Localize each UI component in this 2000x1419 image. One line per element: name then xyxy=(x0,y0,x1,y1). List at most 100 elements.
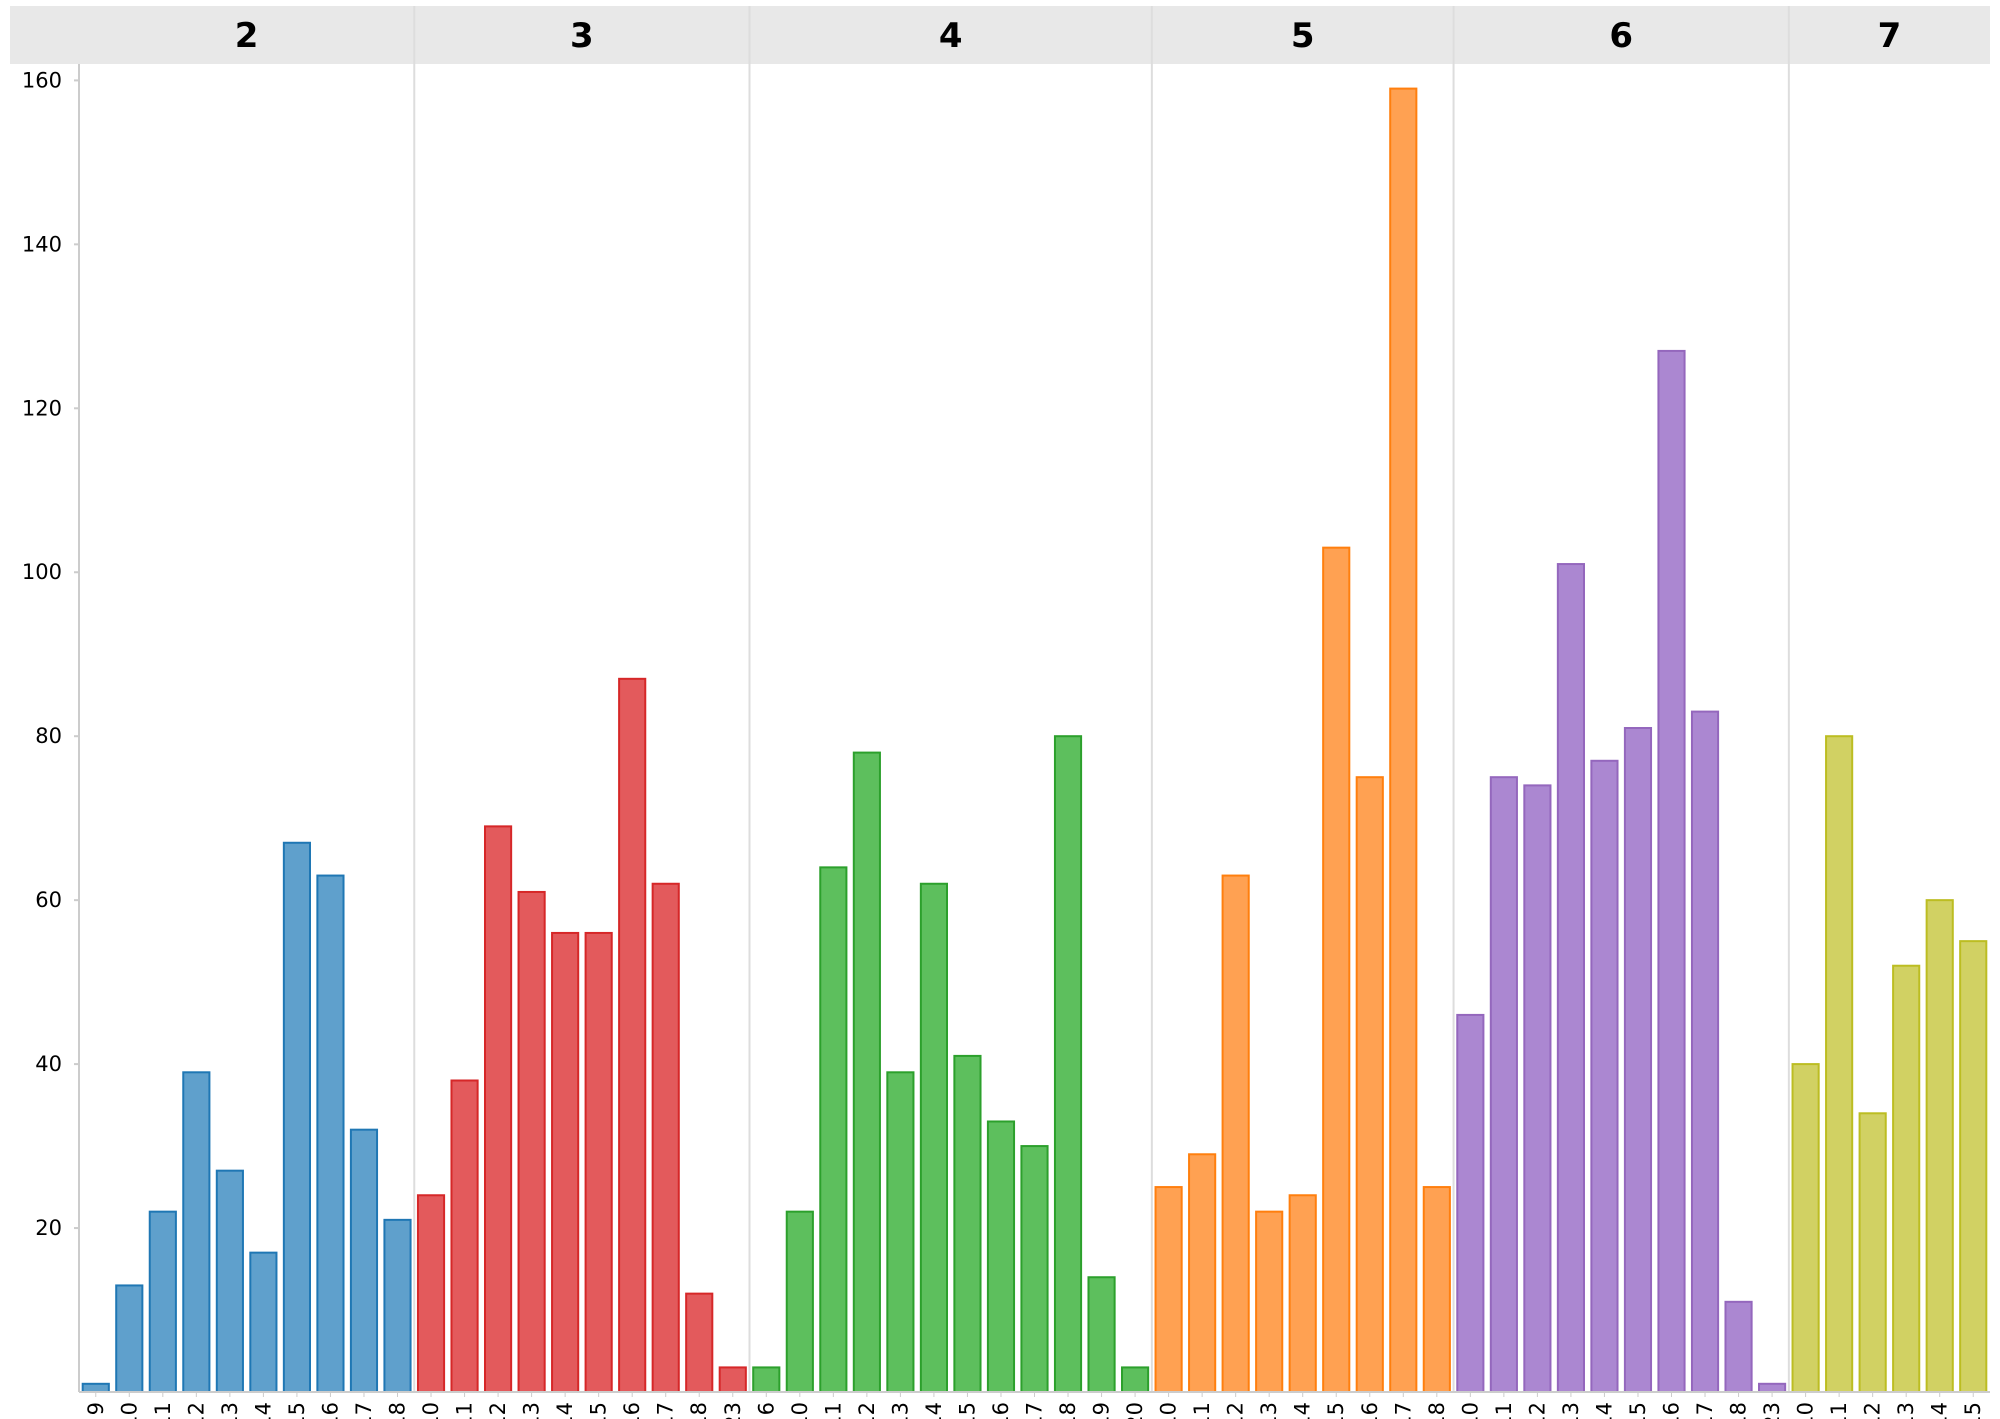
x-tick-label: 14 xyxy=(251,1402,275,1419)
x-tick-label: 13 xyxy=(1257,1402,1281,1419)
x-tick-label: 6 xyxy=(754,1402,778,1415)
bar xyxy=(1724,1300,1753,1393)
bar xyxy=(1791,1063,1820,1393)
x-tick-label: 10 xyxy=(1458,1402,1482,1419)
bar xyxy=(1087,1276,1116,1394)
x-tick-label: 16 xyxy=(1358,1402,1382,1419)
bar xyxy=(752,1366,781,1393)
bar xyxy=(919,882,948,1394)
x-tick-label: 12 xyxy=(855,1402,879,1419)
panel-5: 5 10 11 12 13 14 15 16 17 18 xyxy=(1154,6,1455,1419)
x-tick-label: 10 xyxy=(1794,1402,1818,1419)
bar xyxy=(1255,1210,1284,1393)
x-tick-label: 16 xyxy=(1660,1402,1684,1419)
x-tick-label: 23 xyxy=(1760,1402,1784,1419)
x-tick-label: 15 xyxy=(285,1402,309,1419)
header-band xyxy=(10,6,1990,64)
bar xyxy=(349,1128,379,1393)
bar xyxy=(1456,1013,1485,1393)
bar xyxy=(1858,1112,1887,1393)
bar xyxy=(249,1251,278,1393)
x-tick-label: 12 xyxy=(1861,1402,1885,1419)
x-tick-label: 10 xyxy=(419,1402,443,1419)
panel-title: 7 xyxy=(1878,16,1902,56)
panel-2: 2 9 10 11 12 13 14 15 16 17 18 xyxy=(81,6,416,1419)
x-tick-label: 15 xyxy=(1626,1402,1650,1419)
x-tick-label: 13 xyxy=(218,1402,242,1419)
bar xyxy=(1288,1194,1317,1394)
bar xyxy=(986,1120,1016,1393)
bar xyxy=(517,890,546,1393)
x-tick-label: 11 xyxy=(821,1402,845,1419)
bar xyxy=(215,1169,244,1393)
bar xyxy=(1690,710,1720,1393)
x-tick-label: 16 xyxy=(989,1402,1013,1419)
x-tick-label: 16 xyxy=(620,1402,644,1419)
bar xyxy=(115,1284,144,1394)
bar xyxy=(182,1071,211,1393)
y-tick-label: 40 xyxy=(35,1052,62,1076)
y-tick-label: 80 xyxy=(35,724,62,748)
x-tick-label: 17 xyxy=(352,1402,376,1419)
x-tick-label: 11 xyxy=(453,1402,477,1419)
bar xyxy=(148,1210,177,1393)
bar xyxy=(584,931,613,1394)
panel-3: 3 10 11 12 13 14 15 16 17 18 23 xyxy=(416,6,751,1419)
x-tick-label: 11 xyxy=(1827,1402,1851,1419)
x-tick-label: 17 xyxy=(1693,1402,1717,1419)
bar xyxy=(1825,735,1854,1393)
bar xyxy=(1925,899,1954,1393)
panel-7: 7 10 11 12 13 14 15 xyxy=(1791,16,1988,1419)
bar xyxy=(785,1210,814,1393)
bar xyxy=(1389,87,1418,1393)
y-tick-label: 140 xyxy=(22,232,62,256)
panel-6: 6 10 11 12 13 14 15 16 17 18 23 xyxy=(1456,6,1790,1419)
x-tick-label: 9 xyxy=(84,1402,108,1415)
x-tick-label: 13 xyxy=(888,1402,912,1419)
x-tick-label: 13 xyxy=(1559,1402,1583,1419)
x-tick-label: 11 xyxy=(1190,1402,1214,1419)
x-tick-label: 18 xyxy=(1056,1402,1080,1419)
panel-title: 3 xyxy=(570,16,594,56)
bar xyxy=(1758,1382,1787,1394)
y-tick-label: 120 xyxy=(22,396,62,420)
bar xyxy=(1322,546,1351,1393)
bar xyxy=(484,825,513,1393)
x-tick-label: 18 xyxy=(1425,1402,1449,1419)
bar xyxy=(1892,964,1921,1393)
x-tick-label: 13 xyxy=(1894,1402,1918,1419)
x-tick-label: 12 xyxy=(184,1402,208,1419)
x-tick-label: 10 xyxy=(788,1402,812,1419)
y-tick-label: 160 xyxy=(22,68,62,92)
x-tick-label: 14 xyxy=(1291,1402,1315,1419)
bar xyxy=(1623,727,1653,1393)
bar xyxy=(1154,1186,1183,1394)
bar xyxy=(1657,349,1686,1393)
panel-title: 6 xyxy=(1609,16,1633,56)
x-tick-label: 17 xyxy=(1391,1402,1415,1419)
bar xyxy=(685,1292,714,1394)
bar xyxy=(1422,1186,1451,1394)
x-tick-label: 14 xyxy=(553,1402,577,1419)
x-tick-label: 15 xyxy=(1324,1402,1348,1419)
bar xyxy=(819,866,848,1393)
x-tick-label: 15 xyxy=(587,1402,611,1419)
panel-title: 2 xyxy=(235,16,259,56)
x-tick-label: 20 xyxy=(1123,1402,1147,1419)
bar xyxy=(316,874,345,1393)
bar xyxy=(1188,1153,1217,1393)
bar xyxy=(1221,874,1250,1393)
x-tick-label: 10 xyxy=(1157,1402,1181,1419)
bar xyxy=(852,751,881,1393)
y-axis: 20 40 60 80 100 120 140 160 xyxy=(22,68,79,1240)
bar xyxy=(886,1071,915,1393)
x-tick-label: 12 xyxy=(486,1402,510,1419)
x-tick-label: 15 xyxy=(955,1402,979,1419)
bar xyxy=(1556,563,1585,1393)
x-tick-label: 12 xyxy=(1525,1402,1549,1419)
bar xyxy=(1121,1366,1150,1393)
bar xyxy=(1489,776,1518,1393)
x-tick-label: 17 xyxy=(654,1402,678,1419)
bar xyxy=(383,1218,412,1393)
x-tick-label: 17 xyxy=(1023,1402,1047,1419)
